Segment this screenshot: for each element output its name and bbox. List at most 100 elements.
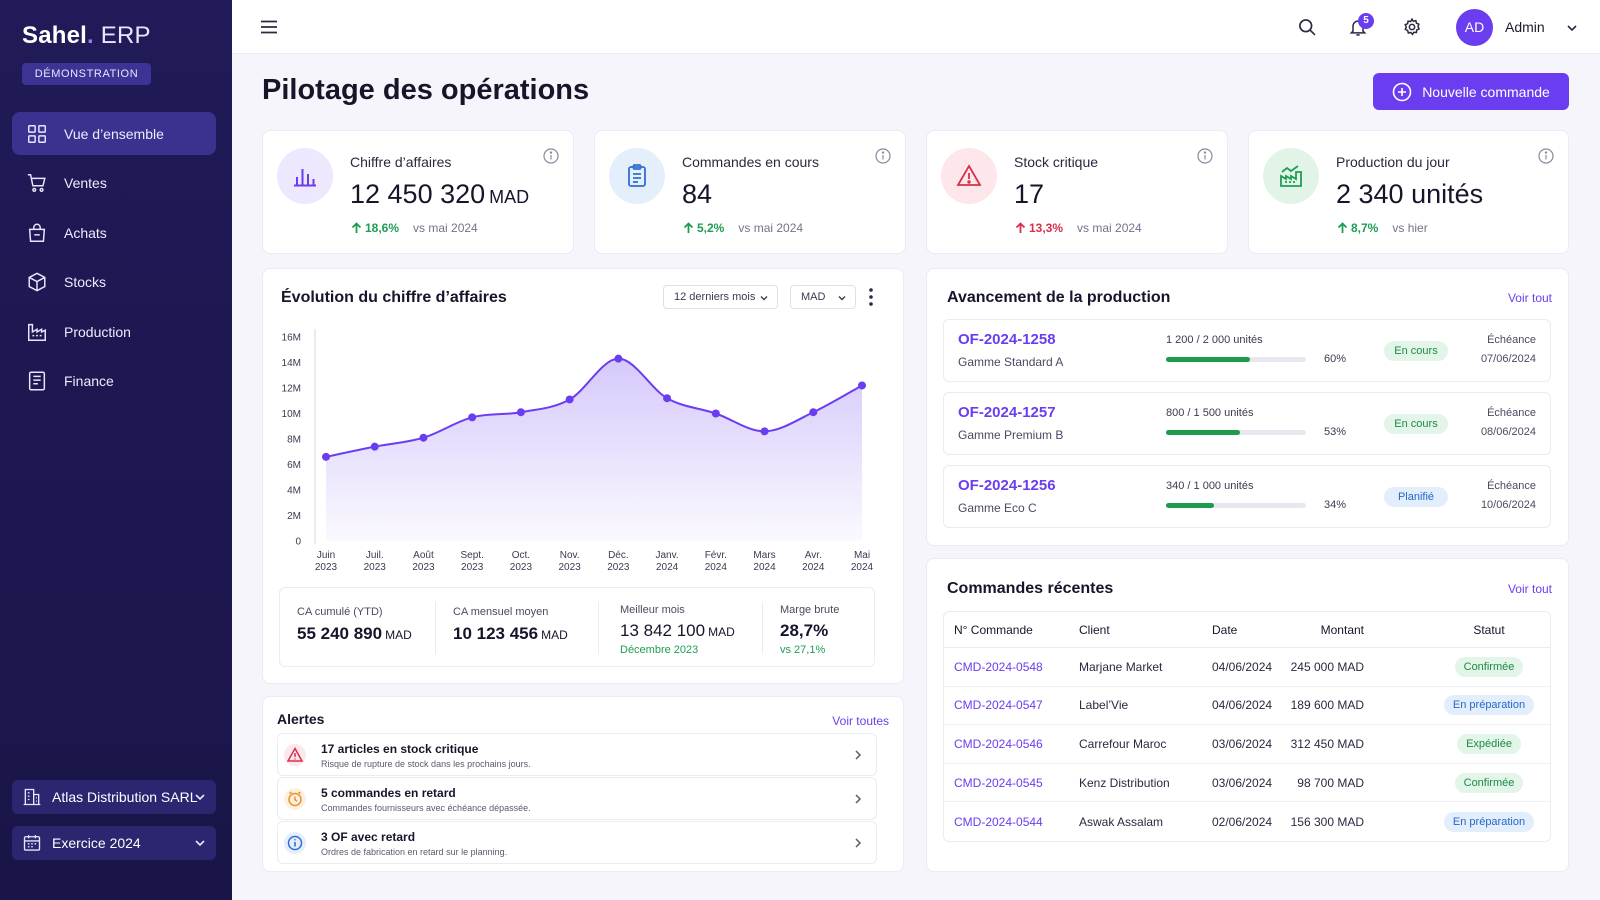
production-qty: 800 / 1 500 unités (1166, 407, 1254, 419)
table-row[interactable]: CMD-2024-0547 Label’Vie 04/06/2024 189 6… (944, 687, 1550, 726)
x-tick-label: Oct. (512, 550, 530, 561)
orders-view-all-link[interactable]: Voir tout (1507, 582, 1552, 596)
company-selector[interactable]: Atlas Distribution SARL (12, 780, 216, 814)
column-header-date[interactable]: Date (1212, 622, 1238, 637)
table-row[interactable]: CMD-2024-0544 Aswak Assalam 02/06/2024 1… (944, 802, 1550, 841)
column-header-status[interactable]: Statut (1473, 622, 1505, 637)
production-order-row[interactable]: OF-2024-1258 Gamme Standard A 1 200 / 2 … (943, 319, 1551, 382)
y-tick-label: 12M (282, 384, 301, 395)
y-tick-label: 6M (287, 460, 301, 471)
column-header-client[interactable]: Client (1079, 622, 1110, 637)
order-status-cell: En préparation (1439, 687, 1539, 725)
data-point[interactable] (760, 427, 769, 436)
x-tick-label: 2023 (315, 562, 338, 573)
table-row[interactable]: CMD-2024-0548 Marjane Market 04/06/2024 … (944, 648, 1550, 687)
progress-bar (1166, 503, 1306, 508)
production-title: Avancement de la production (947, 289, 1171, 306)
period-dropdown[interactable]: 12 derniers mois (663, 285, 778, 309)
order-number-link[interactable]: CMD-2024-0548 (954, 659, 1043, 674)
production-order-row[interactable]: OF-2024-1257 Gamme Premium B 800 / 1 500… (943, 392, 1551, 455)
progress-bar (1166, 430, 1306, 435)
kpi-number: 2 340 unités (1336, 179, 1484, 209)
progress-fill (1166, 357, 1250, 362)
data-point[interactable] (565, 395, 574, 404)
data-point[interactable] (614, 354, 623, 363)
alert-late-orders[interactable]: 5 commandes en retard Commandes fourniss… (277, 777, 877, 820)
stat-label: Meilleur mois (620, 604, 685, 616)
deadline-label: Échéance (1487, 407, 1536, 419)
avatar[interactable]: AD (1456, 9, 1493, 46)
stat-number: 28,7% (780, 621, 829, 640)
y-tick-label: 16M (282, 333, 301, 344)
data-point[interactable] (468, 413, 477, 422)
chevron-down-icon[interactable] (1566, 22, 1578, 34)
info-icon[interactable] (875, 148, 891, 164)
info-icon[interactable] (1197, 148, 1213, 164)
sidebar-item-sales[interactable]: Ventes (12, 162, 216, 205)
kpi-label: Chiffre d’affaires (350, 154, 452, 170)
order-date: 03/06/2024 (1212, 736, 1273, 751)
shopping-bag-icon (28, 223, 46, 242)
info-icon (284, 832, 306, 854)
chevron-down-icon (760, 296, 768, 301)
kpi-icon-circle (609, 148, 665, 204)
alerts-title: Alertes (277, 711, 325, 727)
x-tick-label: 2024 (753, 562, 776, 573)
alerts-view-all-link[interactable]: Voir toutes (832, 714, 889, 728)
more-vertical-icon[interactable] (864, 287, 878, 307)
production-order-id[interactable]: OF-2024-1257 (958, 404, 1056, 421)
sidebar-item-finance[interactable]: Finance (12, 360, 216, 403)
data-point[interactable] (419, 433, 428, 442)
stat-sub: Décembre 2023 (620, 644, 699, 656)
progress-percent: 53% (1324, 426, 1347, 438)
data-point[interactable] (809, 408, 818, 417)
alert-subtitle: Risque de rupture de stock dans les proc… (321, 759, 531, 769)
deadline-date: 07/06/2024 (1480, 353, 1536, 365)
info-icon[interactable] (1538, 148, 1554, 164)
x-tick-label: Mars (753, 550, 775, 561)
menu-icon[interactable] (260, 18, 278, 36)
data-point[interactable] (858, 381, 866, 390)
search-icon[interactable] (1297, 17, 1317, 37)
brand-logo[interactable]: Sahel. ERP (22, 22, 151, 50)
building-icon (23, 788, 41, 806)
table-row[interactable]: CMD-2024-0545 Kenz Distribution 03/06/20… (944, 764, 1550, 803)
alert-late-production-orders[interactable]: 3 OF avec retard Ordres de fabrication e… (277, 821, 877, 864)
data-point[interactable] (663, 394, 672, 403)
data-point[interactable] (370, 442, 379, 451)
user-name[interactable]: Admin (1505, 19, 1545, 35)
kpi-trend-value: 5,2% (697, 221, 725, 235)
fiscal-year-selector[interactable]: Exercice 2024 (12, 826, 216, 860)
sidebar-item-stocks[interactable]: Stocks (12, 261, 216, 304)
info-icon[interactable] (543, 148, 559, 164)
sidebar-item-production[interactable]: Production (12, 310, 216, 353)
stat-margin: Marge brute 28,7% vs 27,1% (780, 588, 870, 668)
data-point[interactable] (516, 408, 525, 417)
order-number-link[interactable]: CMD-2024-0547 (954, 698, 1043, 713)
data-point[interactable] (711, 409, 720, 418)
new-order-button[interactable]: Nouvelle commande (1373, 73, 1569, 110)
column-header-order-number[interactable]: N° Commande (954, 622, 1033, 637)
sidebar-item-overview[interactable]: Vue d’ensemble (12, 112, 216, 155)
order-number-link[interactable]: CMD-2024-0545 (954, 775, 1043, 790)
deadline-label: Échéance (1487, 334, 1536, 346)
column-header-amount[interactable]: Montant (1320, 622, 1364, 637)
currency-dropdown[interactable]: MAD (790, 285, 856, 309)
table-row[interactable]: CMD-2024-0546 Carrefour Maroc 03/06/2024… (944, 725, 1550, 764)
production-order-id[interactable]: OF-2024-1256 (958, 477, 1056, 494)
data-point[interactable] (322, 452, 330, 461)
order-number-link[interactable]: CMD-2024-0546 (954, 736, 1043, 751)
order-number-link[interactable]: CMD-2024-0544 (954, 814, 1043, 829)
order-client: Carrefour Maroc (1079, 736, 1167, 751)
alert-critical-stock[interactable]: 17 articles en stock critique Risque de … (277, 733, 877, 776)
fiscal-year: Exercice 2024 (52, 835, 141, 851)
production-order-row[interactable]: OF-2024-1256 Gamme Eco C 340 / 1 000 uni… (943, 465, 1551, 528)
plus-circle-icon (1392, 82, 1412, 101)
production-order-id[interactable]: OF-2024-1258 (958, 331, 1056, 348)
sidebar-item-purchases[interactable]: Achats (12, 211, 216, 254)
production-view-all-link[interactable]: Voir tout (1507, 291, 1552, 305)
x-tick-label: Déc. (608, 550, 629, 561)
gear-icon[interactable] (1402, 17, 1422, 37)
box-icon (28, 272, 46, 292)
